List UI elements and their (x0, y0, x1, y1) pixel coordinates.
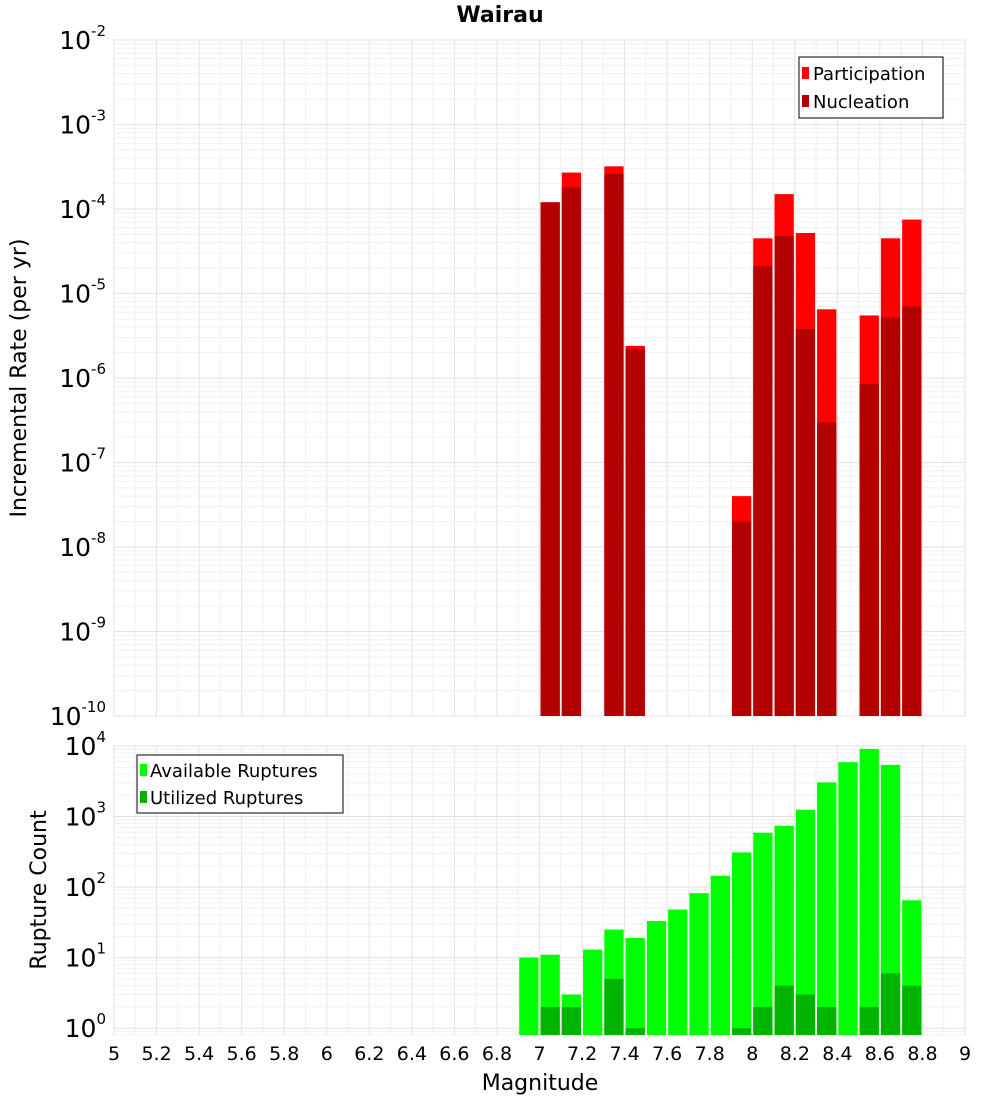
x-tick-label: 8.4 (822, 1043, 852, 1065)
chart-title: Wairau (456, 3, 543, 28)
rate-y-tick-label: 10-2 (59, 22, 106, 55)
x-tick-label: 8 (746, 1043, 758, 1065)
rate-y-tick-label: 10-9 (59, 614, 106, 647)
count-available-ruptures-bar (625, 937, 645, 1035)
rate-nucleation-bar (859, 383, 879, 716)
rate-y-tick-label: 10-10 (50, 698, 106, 731)
x-tick-label: 7.2 (567, 1043, 597, 1065)
count-panel: 100 101 102 103 104 5 5.2 5.4 5.6 5.8 6 6.2 6.4 6.6 6… (27, 728, 971, 1096)
count-y-tick-label: 101 (65, 940, 106, 973)
participation-legend-swatch (802, 67, 809, 79)
rate-nucleation-bar (774, 235, 794, 716)
x-tick-label: 6 (321, 1043, 333, 1065)
utilized-legend-label: Utilized Ruptures (150, 788, 303, 809)
x-tick-labels: 5 5.2 5.4 5.6 5.8 6 6.2 6.4 6.6 6.8 7 7.2 7.4 7.6 7.8 8… (108, 1043, 971, 1065)
count-utilized-ruptures-bar (731, 1028, 752, 1035)
rate-nucleation-bar (604, 173, 624, 716)
x-tick-label: 7.8 (695, 1043, 725, 1065)
x-tick-label: 6.8 (482, 1043, 512, 1065)
count-available-ruptures-bar (646, 921, 667, 1035)
count-available-ruptures-bar (731, 852, 752, 1035)
count-available-ruptures-bar (838, 762, 858, 1035)
rate-panel: 10-10 10-9 10-8 10-7 10-6 10-5 10-4 10-3 10-2 In… (7, 22, 966, 731)
utilized-legend-swatch (140, 791, 147, 803)
count-utilized-ruptures-bar (625, 1028, 645, 1035)
participation-legend-label: Participation (813, 64, 925, 85)
rate-nucleation-bar (540, 202, 560, 716)
available-legend-swatch (140, 764, 147, 776)
x-tick-label: 7.4 (609, 1043, 639, 1065)
count-legend-box (136, 754, 344, 814)
rate-y-tick-labels: 10-10 10-9 10-8 10-7 10-6 10-5 10-4 10-3 10-2 (50, 22, 106, 731)
count-available-ruptures-bar (795, 809, 816, 1035)
rate-y-axis-label: Incremental Rate (per yr) (7, 239, 32, 518)
rate-gridlines (113, 39, 966, 717)
count-y-tick-label: 103 (65, 799, 106, 832)
count-utilized-ruptures-bar (753, 1006, 773, 1035)
x-tick-label: 7.6 (652, 1043, 682, 1065)
x-tick-label: 7 (533, 1043, 545, 1065)
x-tick-label: 6.4 (397, 1043, 427, 1065)
count-utilized-ruptures-bar (774, 985, 794, 1035)
count-y-axis-label: Rupture Count (27, 810, 52, 970)
count-y-tick-labels: 100 101 102 103 104 (65, 728, 106, 1043)
x-tick-label: 9 (959, 1043, 971, 1065)
count-available-ruptures-bar (689, 893, 709, 1035)
x-tick-label: 5.4 (184, 1043, 214, 1065)
x-tick-label: 6.6 (439, 1043, 469, 1065)
count-available-ruptures-bar (519, 957, 539, 1035)
count-available-ruptures-bar (817, 782, 837, 1035)
rate-bars (540, 166, 922, 717)
count-utilized-ruptures-bar (859, 1006, 879, 1035)
rate-y-tick-label: 10-7 (59, 445, 106, 478)
count-available-ruptures-bar (859, 748, 879, 1035)
rate-nucleation-bar (625, 349, 645, 716)
rate-nucleation-bar (753, 266, 773, 716)
x-tick-label: 8.6 (865, 1043, 895, 1065)
count-y-tick-label: 104 (65, 728, 106, 761)
rate-y-tick-label: 10-8 (59, 529, 106, 562)
x-tick-label: 8.2 (780, 1043, 810, 1065)
count-y-tick-label: 102 (65, 869, 106, 902)
count-utilized-ruptures-bar (880, 973, 901, 1035)
count-available-ruptures-bar (774, 825, 794, 1035)
rate-nucleation-bar (795, 329, 816, 716)
rate-nucleation-bar (880, 317, 901, 716)
x-tick-label: 5.6 (227, 1043, 257, 1065)
rate-y-tick-label: 10-4 (59, 191, 106, 224)
x-tick-label: 6.2 (354, 1043, 384, 1065)
rate-nucleation-bar (561, 187, 582, 717)
count-y-tick-label: 100 (65, 1010, 106, 1043)
rate-legend: Participation Nucleation (798, 56, 944, 119)
x-tick-label: 5.2 (141, 1043, 171, 1065)
available-legend-label: Available Ruptures (150, 761, 318, 782)
count-utilized-ruptures-bar (540, 1006, 560, 1035)
rate-y-tick-label: 10-3 (59, 107, 106, 140)
x-tick-label: 8.8 (907, 1043, 937, 1065)
count-available-ruptures-bar (710, 875, 730, 1035)
count-legend: Available Ruptures Utilized Ruptures (136, 754, 344, 814)
rate-nucleation-bar (731, 521, 752, 716)
count-available-ruptures-bar (583, 949, 603, 1035)
count-bars (519, 748, 922, 1035)
count-available-ruptures-bar (880, 764, 901, 1035)
count-utilized-ruptures-bar (902, 985, 922, 1035)
rate-legend-box (798, 56, 944, 119)
x-axis-label: Magnitude (482, 1071, 599, 1096)
rate-y-tick-label: 10-6 (59, 360, 106, 393)
count-utilized-ruptures-bar (795, 994, 816, 1035)
rate-y-tick-label: 10-5 (59, 276, 106, 309)
x-tick-label: 5.8 (269, 1043, 299, 1065)
count-utilized-ruptures-bar (817, 1006, 837, 1035)
rate-nucleation-bar (817, 422, 837, 716)
count-available-ruptures-bar (753, 832, 773, 1035)
count-available-ruptures-bar (668, 909, 688, 1035)
nucleation-legend-swatch (802, 95, 809, 107)
nucleation-legend-label: Nucleation (813, 92, 909, 113)
count-utilized-ruptures-bar (604, 978, 624, 1035)
count-utilized-ruptures-bar (561, 1006, 582, 1035)
x-tick-label: 5 (108, 1043, 120, 1065)
rate-nucleation-bar (902, 306, 922, 716)
